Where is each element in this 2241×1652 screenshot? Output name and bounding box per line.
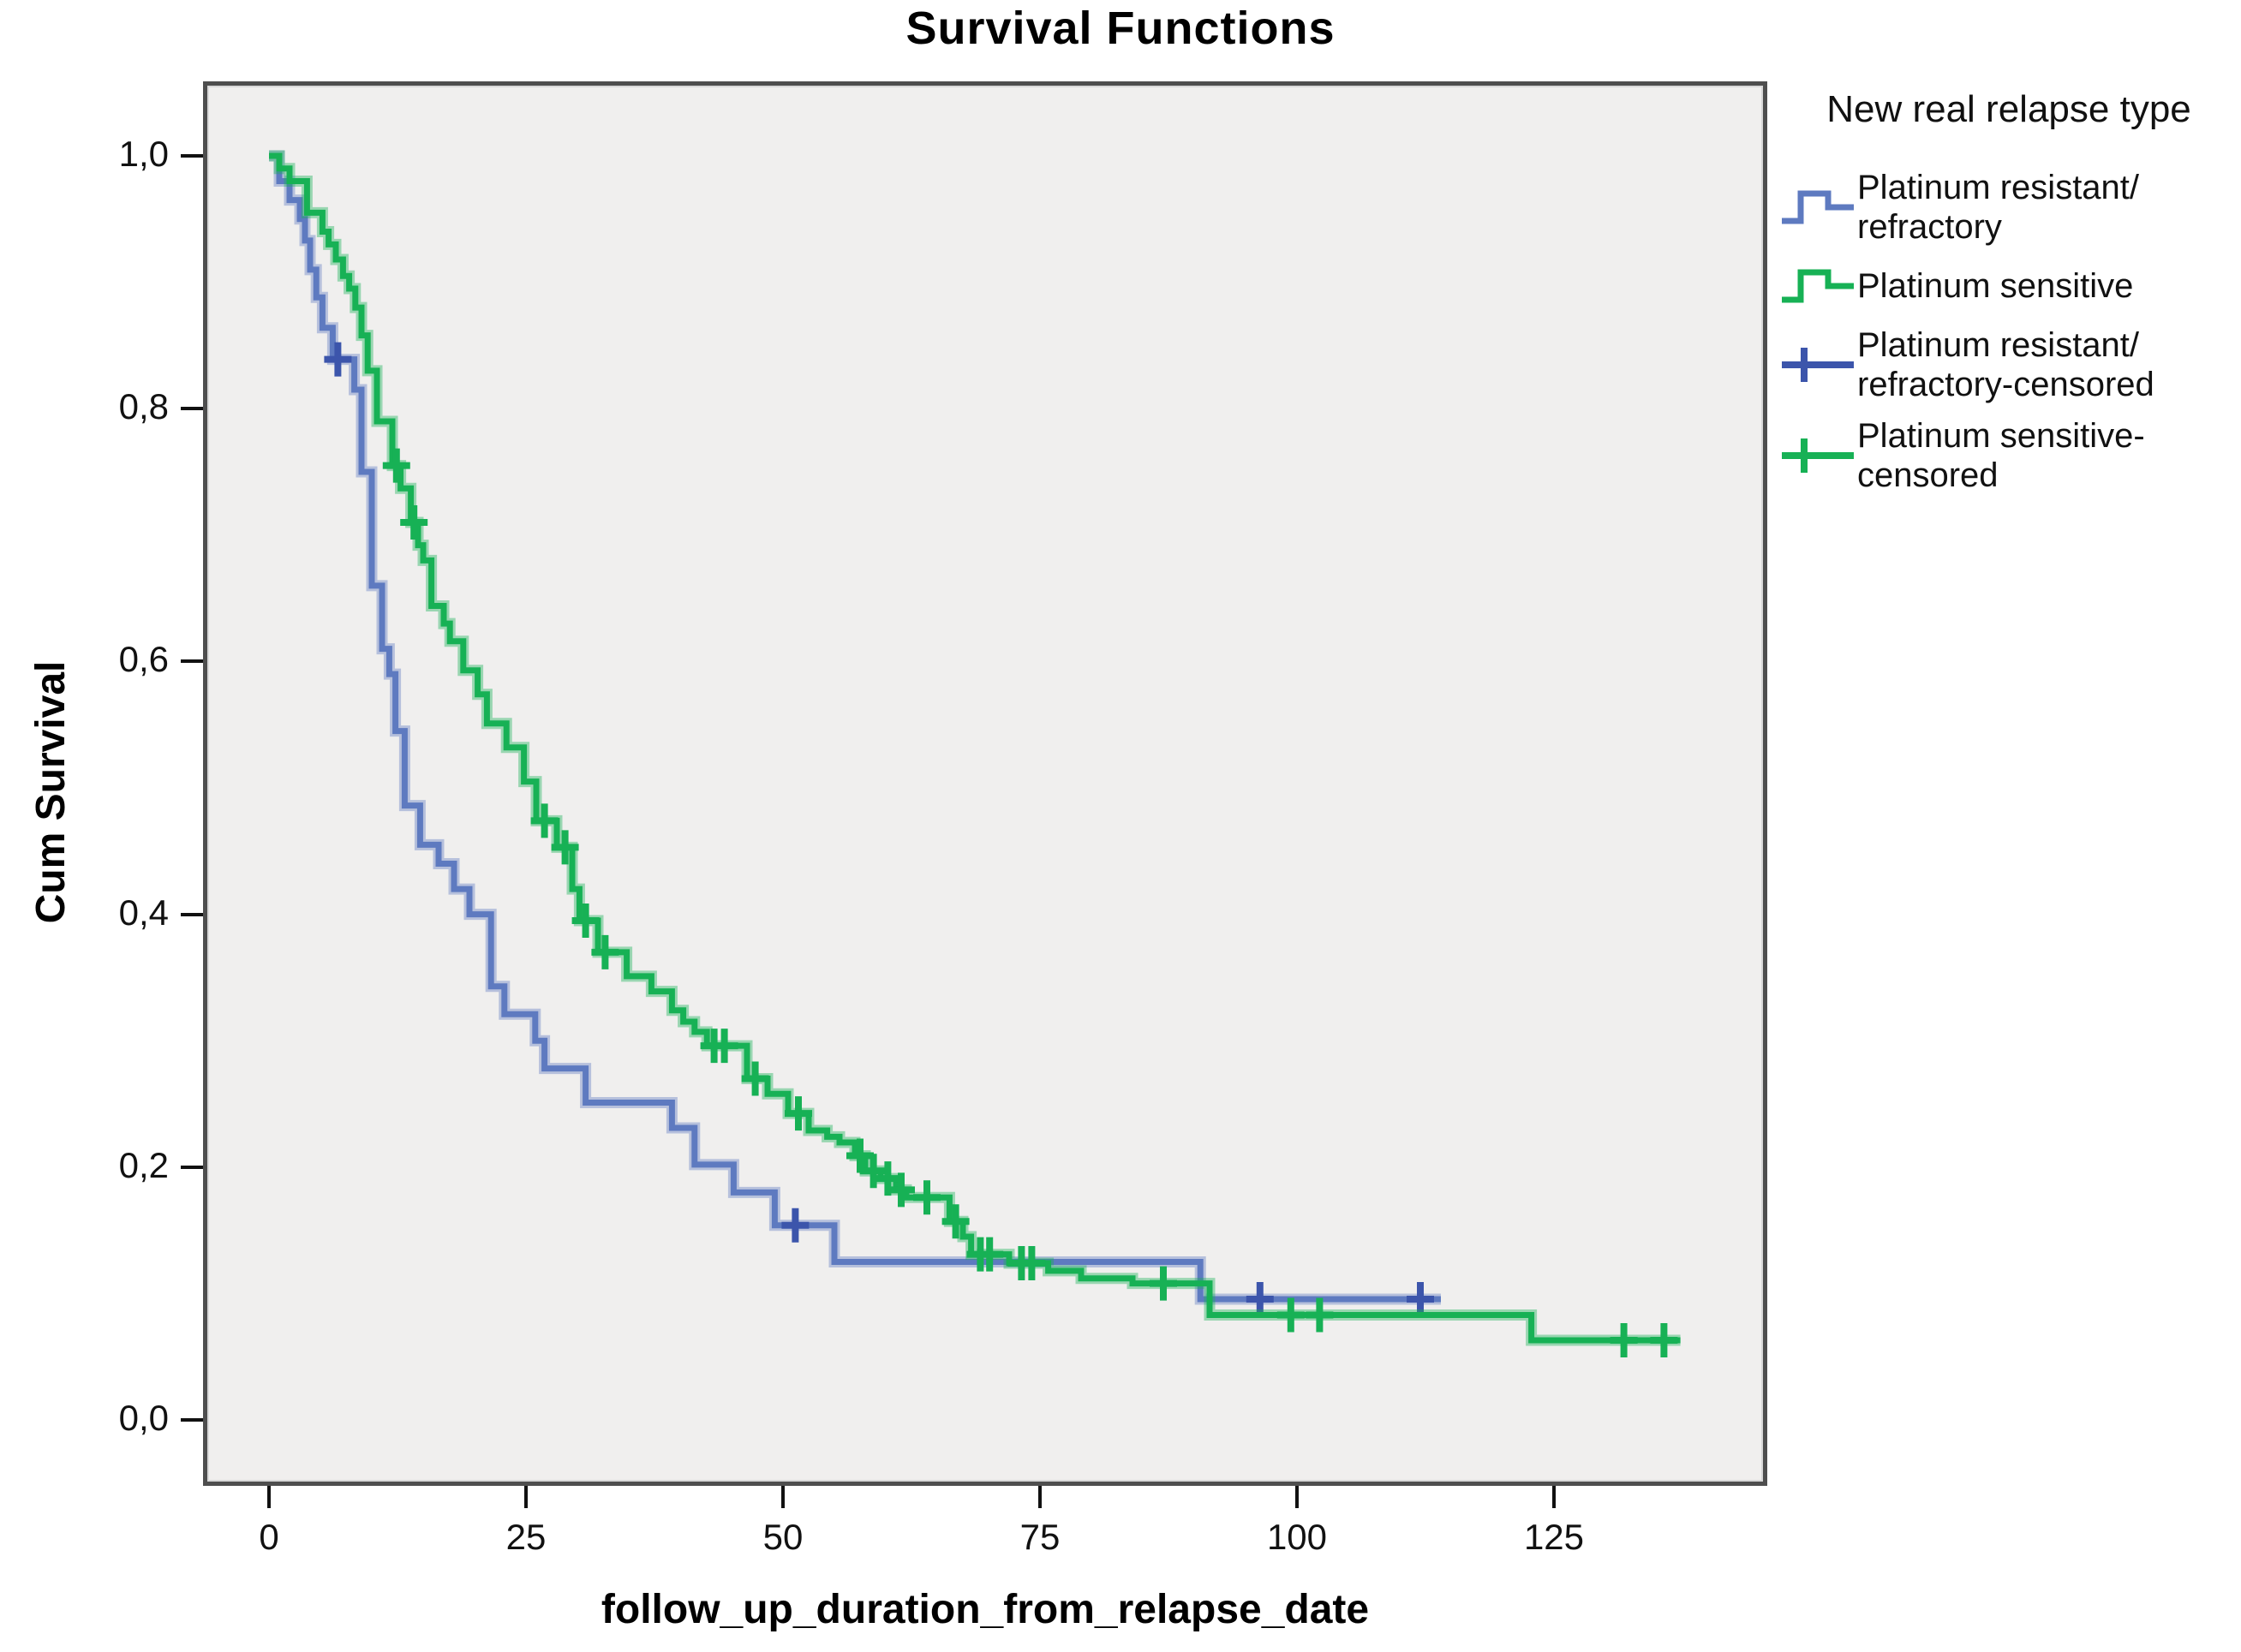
y-axis-tick bbox=[181, 154, 203, 158]
x-tick-label: 0 bbox=[259, 1517, 279, 1557]
km-curve-sensitive bbox=[269, 150, 1681, 1346]
y-axis-tick bbox=[181, 1165, 203, 1169]
x-tick-label: 100 bbox=[1266, 1517, 1328, 1557]
censor-marks-sensitive bbox=[382, 448, 1678, 1358]
x-axis-tick bbox=[1038, 1486, 1042, 1508]
censor-marks-resistant bbox=[324, 342, 1434, 1317]
y-tick-label: 0,2 bbox=[118, 1144, 169, 1185]
legend-glyph-svg bbox=[1782, 190, 1854, 224]
legend: New real relapse type Platinum resistant… bbox=[1782, 87, 2236, 507]
legend-item: Platinum sensitive- censored bbox=[1782, 416, 2236, 495]
censored-plus-glyph-icon bbox=[1782, 428, 1857, 483]
legend-glyph-svg bbox=[1782, 348, 1854, 382]
censored-plus-glyph-icon bbox=[1782, 337, 1857, 392]
x-axis-tick bbox=[524, 1486, 528, 1508]
legend-item-label: Platinum sensitive bbox=[1857, 267, 2134, 305]
y-tick-label: 0,6 bbox=[118, 639, 169, 680]
x-axis-tick bbox=[1295, 1486, 1299, 1508]
x-tick-label: 75 bbox=[1019, 1517, 1061, 1557]
legend-item-label: Platinum resistant/ refractory-censored bbox=[1857, 326, 2154, 403]
legend-item: Platinum resistant/ refractory bbox=[1782, 168, 2236, 247]
step-line-glyph-icon bbox=[1782, 180, 1857, 235]
x-axis-tick bbox=[781, 1486, 785, 1508]
x-tick-label: 25 bbox=[505, 1517, 547, 1557]
y-tick-label: 0,4 bbox=[118, 892, 169, 933]
legend-item-label: Platinum resistant/ refractory bbox=[1857, 169, 2140, 246]
y-tick-label: 0,8 bbox=[118, 386, 169, 427]
step-line-glyph-icon bbox=[1782, 259, 1857, 313]
x-tick-label: 125 bbox=[1523, 1517, 1585, 1557]
x-axis-tick bbox=[267, 1486, 271, 1508]
y-tick-label: 1,0 bbox=[118, 134, 169, 174]
y-tick-label: 0,0 bbox=[118, 1398, 169, 1438]
x-tick-label: 50 bbox=[762, 1517, 804, 1557]
legend-glyph-svg bbox=[1782, 438, 1854, 473]
km-curve-resistant bbox=[269, 150, 1441, 1305]
y-axis-tick bbox=[181, 1418, 203, 1422]
km-curve-resistant bbox=[269, 152, 1441, 1303]
legend-glyph-svg bbox=[1782, 269, 1854, 303]
km-curves-canvas bbox=[269, 150, 1681, 1358]
y-axis-tick bbox=[181, 659, 203, 664]
legend-item-label: Platinum sensitive- censored bbox=[1857, 417, 2145, 494]
legend-item: Platinum resistant/ refractory-censored bbox=[1782, 325, 2236, 404]
km-curve-sensitive bbox=[269, 152, 1681, 1344]
y-axis-label: Cum Survival bbox=[28, 660, 74, 924]
y-axis-tick bbox=[181, 912, 203, 916]
y-axis-tick bbox=[181, 407, 203, 411]
legend-item: Platinum sensitive bbox=[1782, 259, 2236, 313]
x-axis-label: follow_up_duration_from_relapse_date bbox=[601, 1587, 1370, 1632]
legend-title: New real relapse type bbox=[1826, 88, 2191, 130]
legend-items: Platinum resistant/ refractory Platinum s… bbox=[1782, 168, 2236, 495]
x-axis-tick bbox=[1552, 1486, 1556, 1508]
plot-area bbox=[203, 81, 1767, 1486]
chart-title: Survival Functions bbox=[905, 3, 1336, 54]
